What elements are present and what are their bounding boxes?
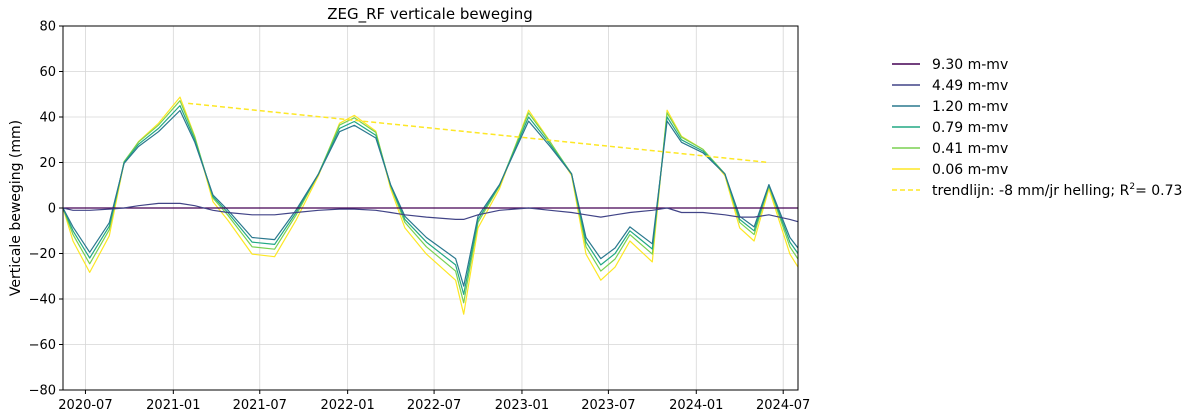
legend-label: 4.49 m-mv xyxy=(932,78,1008,94)
y-tick-label: 80 xyxy=(39,20,56,35)
x-tick-label: 2021-01 xyxy=(146,398,200,413)
x-tick-label: 2023-01 xyxy=(495,398,549,413)
legend-label: 1.20 m-mv xyxy=(932,99,1008,115)
y-tick-label: 60 xyxy=(39,65,56,80)
y-tick-label: −20 xyxy=(29,247,56,262)
legend-label: 0.06 m-mv xyxy=(932,162,1008,178)
y-tick-label: 20 xyxy=(39,156,56,171)
y-tick-label: 40 xyxy=(39,111,56,126)
series-line-0-79-m-mv xyxy=(62,104,799,295)
y-tick-label: 0 xyxy=(48,202,56,217)
y-axis-label: Verticale beweging (mm) xyxy=(8,120,24,296)
series-line-1-20-m-mv xyxy=(62,109,799,287)
series-line-0-06-m-mv xyxy=(62,96,799,315)
y-tick-label: −40 xyxy=(29,293,56,308)
legend: 9.30 m-mv 4.49 m-mv 1.20 m-mv 0.79 m-mv 0.41… xyxy=(892,57,1182,199)
legend-label: 0.79 m-mv xyxy=(932,120,1008,136)
y-tick-label: −60 xyxy=(29,338,56,353)
x-tick-label: 2024-07 xyxy=(756,398,810,413)
x-tick-label: 2020-07 xyxy=(58,398,112,413)
x-tick-label: 2021-07 xyxy=(233,398,287,413)
series-line-0-41-m-mv xyxy=(62,100,799,304)
x-axis: 2020-07 2021-01 2021-07 2022-01 2022-07 2023-… xyxy=(58,390,810,413)
x-tick-label: 2024-01 xyxy=(669,398,723,413)
legend-label-trendline: trendlijn: -8 mm/jr helling; R2= 0.73 xyxy=(932,182,1182,199)
x-tick-label: 2022-07 xyxy=(407,398,461,413)
legend-label: 0.41 m-mv xyxy=(932,141,1008,157)
y-axis: 80 60 40 20 0 −20 −40 −60 −80 xyxy=(29,20,63,399)
series-line-4-49-m-mv xyxy=(62,202,799,223)
x-tick-label: 2022-01 xyxy=(320,398,374,413)
trendline xyxy=(188,102,769,164)
chart-title: ZEG_RF verticale beweging xyxy=(327,5,533,24)
legend-label: 9.30 m-mv xyxy=(932,57,1008,73)
series-layer xyxy=(62,96,799,315)
y-tick-label: −80 xyxy=(29,384,56,399)
x-tick-label: 2023-07 xyxy=(581,398,635,413)
